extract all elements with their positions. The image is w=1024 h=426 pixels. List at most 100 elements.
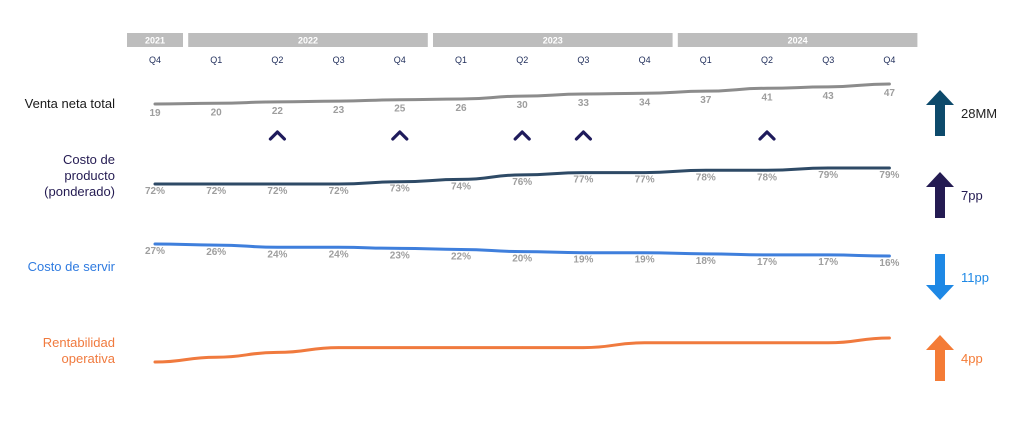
quarter-label: Q3 xyxy=(333,55,345,65)
year-bar xyxy=(433,33,673,47)
data-label: 78% xyxy=(757,172,777,183)
data-label: 26 xyxy=(455,103,467,114)
year-label: 2021 xyxy=(145,36,165,46)
data-point xyxy=(704,89,707,93)
data-point xyxy=(276,100,279,104)
row-label: operativa xyxy=(62,351,116,366)
quarter-label: Q1 xyxy=(700,55,712,65)
data-point xyxy=(582,346,585,349)
data-point xyxy=(337,246,340,249)
data-label: 33 xyxy=(578,98,590,109)
year-label: 2024 xyxy=(788,36,808,46)
data-point xyxy=(459,346,463,349)
data-point xyxy=(398,180,401,183)
data-point xyxy=(582,251,585,254)
data-label: 23% xyxy=(390,250,410,261)
data-label: 16% xyxy=(879,258,899,269)
data-label: 73% xyxy=(390,184,410,195)
data-label: 18% xyxy=(696,256,716,267)
data-point xyxy=(398,98,401,101)
summary-label: 7pp xyxy=(961,188,983,203)
quarter-label: Q3 xyxy=(577,55,589,65)
data-point xyxy=(153,242,157,246)
data-label: 72% xyxy=(206,186,226,197)
data-point xyxy=(827,166,830,170)
summary-label: 4pp xyxy=(961,351,983,366)
data-point xyxy=(398,247,401,250)
data-point xyxy=(582,92,585,96)
data-label: 17% xyxy=(818,257,838,268)
chevron-up-icon xyxy=(268,130,286,141)
data-label: 24% xyxy=(267,249,287,260)
data-point xyxy=(276,246,279,249)
row-label: Costo de servir xyxy=(28,259,116,274)
data-label: 34 xyxy=(639,97,651,108)
quarter-label: Q2 xyxy=(761,55,773,65)
data-point xyxy=(337,346,340,349)
data-label: 72% xyxy=(145,186,165,197)
chevron-up-icon xyxy=(513,130,531,141)
year-label: 2023 xyxy=(543,36,563,46)
data-label: 17% xyxy=(757,257,777,268)
quarter-label: Q4 xyxy=(883,55,895,65)
data-point xyxy=(215,182,218,186)
data-label: 47 xyxy=(884,88,896,99)
data-point xyxy=(643,251,646,254)
data-label: 26% xyxy=(206,247,226,258)
data-point xyxy=(215,102,218,105)
quarter-label: Q1 xyxy=(210,55,222,65)
data-point xyxy=(521,173,524,177)
data-point xyxy=(215,356,218,359)
data-label: 19 xyxy=(149,108,161,119)
arrow-up-icon xyxy=(926,335,954,381)
quarter-label: Q4 xyxy=(394,55,406,65)
data-point xyxy=(765,253,769,257)
data-point xyxy=(215,243,218,247)
data-label: 27% xyxy=(145,246,165,257)
data-point xyxy=(153,360,157,364)
data-point xyxy=(459,178,463,181)
data-point xyxy=(765,169,769,172)
series-line xyxy=(153,336,891,364)
data-point xyxy=(276,351,279,354)
data-label: 78% xyxy=(696,172,716,183)
summary-label: 11pp xyxy=(961,270,989,285)
data-label: 79% xyxy=(818,170,838,181)
year-bar xyxy=(127,33,183,47)
data-label: 72% xyxy=(329,186,349,197)
data-point xyxy=(153,102,157,106)
quarter-label: Q4 xyxy=(639,55,651,65)
data-point xyxy=(153,182,157,186)
data-point xyxy=(827,341,830,344)
data-label: 22% xyxy=(451,251,471,262)
row-label: Venta neta total xyxy=(25,96,115,111)
data-point xyxy=(765,87,769,90)
data-point xyxy=(337,99,340,103)
data-point xyxy=(337,182,340,186)
data-label: 72% xyxy=(267,186,287,197)
data-point xyxy=(888,254,891,258)
data-label: 25 xyxy=(394,104,406,115)
arrow-up-icon xyxy=(926,172,954,218)
data-point xyxy=(643,92,646,95)
data-point xyxy=(704,341,707,344)
quarter-label: Q4 xyxy=(149,55,161,65)
data-label: 19% xyxy=(573,255,593,266)
data-label: 37 xyxy=(700,95,712,106)
data-label: 76% xyxy=(512,177,532,188)
year-bar xyxy=(188,33,428,47)
row-label: (ponderado) xyxy=(44,184,115,199)
arrow-down-icon xyxy=(926,254,954,300)
data-label: 43 xyxy=(823,91,835,102)
data-point xyxy=(276,182,279,186)
data-point xyxy=(765,341,769,344)
data-label: 77% xyxy=(573,175,593,186)
row-label: Rentabilidad xyxy=(43,335,115,350)
data-label: 77% xyxy=(635,175,655,186)
arrow-up-icon xyxy=(926,90,954,136)
row-label: producto xyxy=(64,168,115,183)
data-point xyxy=(643,341,646,344)
data-point xyxy=(459,97,463,101)
data-point xyxy=(827,85,830,89)
data-label: 19% xyxy=(635,255,655,266)
